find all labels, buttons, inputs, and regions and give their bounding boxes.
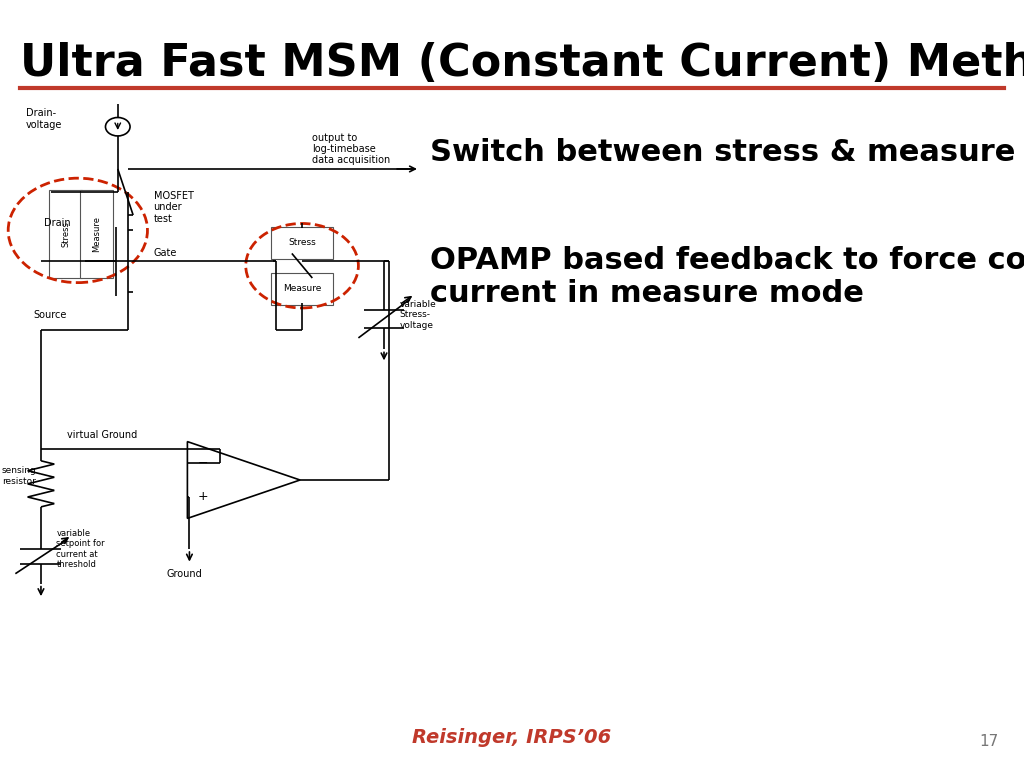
Text: variable
Stress-
voltage: variable Stress- voltage bbox=[399, 300, 436, 329]
Text: under: under bbox=[154, 202, 182, 213]
Text: Drain-
voltage: Drain- voltage bbox=[26, 108, 62, 130]
FancyBboxPatch shape bbox=[49, 190, 82, 278]
FancyBboxPatch shape bbox=[271, 227, 333, 259]
Text: output to: output to bbox=[312, 133, 357, 144]
Text: Drain: Drain bbox=[44, 217, 71, 228]
Text: log-timebase: log-timebase bbox=[312, 144, 376, 154]
Text: −: − bbox=[198, 457, 208, 469]
Text: OPAMP based feedback to force constant
current in measure mode: OPAMP based feedback to force constant c… bbox=[430, 246, 1024, 309]
Text: Measure: Measure bbox=[92, 217, 100, 252]
FancyBboxPatch shape bbox=[80, 190, 113, 278]
Text: Ground: Ground bbox=[167, 569, 202, 580]
Text: Switch between stress & measure modes: Switch between stress & measure modes bbox=[430, 138, 1024, 167]
Text: 17: 17 bbox=[979, 733, 998, 749]
Text: Stress: Stress bbox=[61, 221, 70, 247]
Text: Ultra Fast MSM (Constant Current) Method: Ultra Fast MSM (Constant Current) Method bbox=[20, 42, 1024, 85]
Text: +: + bbox=[198, 491, 208, 503]
FancyBboxPatch shape bbox=[271, 273, 333, 305]
Text: virtual Ground: virtual Ground bbox=[67, 430, 137, 441]
Text: Measure: Measure bbox=[283, 284, 322, 293]
Text: Stress: Stress bbox=[288, 238, 316, 247]
Text: variable
setpoint for
current at
threshold: variable setpoint for current at thresho… bbox=[56, 529, 104, 569]
Text: data acquisition: data acquisition bbox=[312, 154, 390, 165]
Text: Gate: Gate bbox=[154, 248, 177, 259]
Text: MOSFET: MOSFET bbox=[154, 190, 194, 201]
Text: Source: Source bbox=[34, 310, 68, 320]
Polygon shape bbox=[187, 442, 300, 518]
Text: test: test bbox=[154, 214, 172, 224]
Text: sensing
resistor: sensing resistor bbox=[1, 466, 36, 486]
Text: Reisinger, IRPS’06: Reisinger, IRPS’06 bbox=[413, 728, 611, 746]
